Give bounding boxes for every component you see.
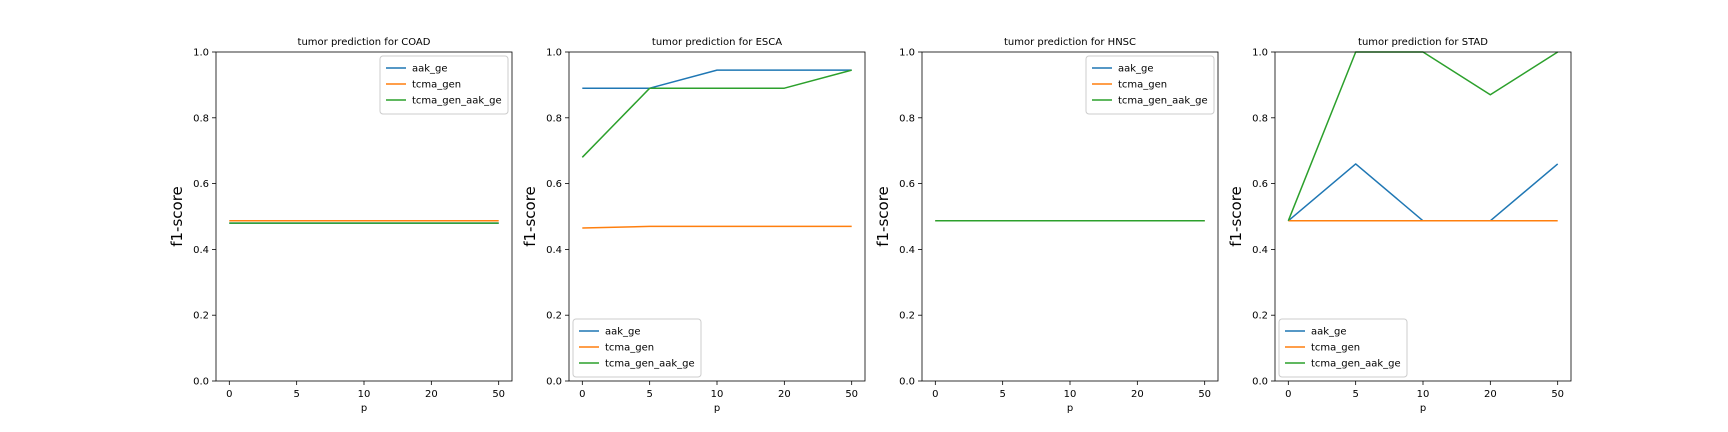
chart-title: tumor prediction for COAD [298, 37, 431, 48]
y-tick-label: 0.8 [1252, 113, 1268, 124]
y-tick-label: 0.2 [1252, 311, 1268, 322]
y-tick-label: 0.0 [546, 377, 562, 388]
plot-frame [568, 51, 866, 382]
legend-box [1085, 55, 1215, 115]
legend-label: tcma_gen [1118, 80, 1167, 91]
legend-label: tcma_gen [605, 343, 654, 354]
x-tick-label: 10 [1417, 389, 1430, 400]
legend-label: aak_ge [1311, 327, 1347, 338]
legend-label: aak_ge [412, 64, 448, 75]
legend: aak_ge tcma_gen tcma_gen_aak_ge [1278, 318, 1408, 378]
x-axis-label: p [1067, 403, 1073, 414]
legend-label: aak_ge [605, 327, 641, 338]
y-axis-label: f1-score [1227, 186, 1245, 247]
x-tick-label: 0 [226, 389, 232, 400]
x-tick-label: 10 [358, 389, 371, 400]
y-axis-label: f1-score [168, 186, 186, 247]
legend-box [379, 55, 509, 115]
x-tick-label: 50 [492, 389, 505, 400]
plot-frame [1274, 51, 1572, 382]
y-tick-label: 0.6 [193, 179, 209, 190]
series-line-tcma_gen_aak_ge [1287, 51, 1559, 222]
legend-label: tcma_gen_aak_ge [1311, 359, 1401, 370]
x-tick-label: 50 [845, 389, 858, 400]
x-tick-label: 50 [1551, 389, 1564, 400]
y-tick-label: 0.2 [193, 311, 209, 322]
x-axis-label: p [361, 403, 367, 414]
chart-panel-3: tumor prediction for STAD 0.0 0.2 0.4 0.6 0.8… [1227, 37, 1572, 414]
x-tick-label: 20 [425, 389, 438, 400]
x-tick-label: 5 [999, 389, 1005, 400]
y-tick-label: 0.6 [546, 179, 562, 190]
x-tick-label: 10 [711, 389, 724, 400]
y-tick-label: 1.0 [193, 48, 209, 59]
y-tick-label: 1.0 [546, 48, 562, 59]
y-axis-label: f1-score [874, 186, 892, 247]
chart-panel-2: tumor prediction for HNSC 0.0 0.2 0.4 0.6 0.8… [874, 37, 1219, 414]
series-line-tcma_gen_aak_ge [581, 69, 852, 158]
plot-frame [921, 51, 1219, 382]
x-tick-label: 0 [579, 389, 585, 400]
chart-panel-1: tumor prediction for ESCA 0.0 0.2 0.4 0.6 0.8… [521, 37, 866, 414]
legend: aak_ge tcma_gen tcma_gen_aak_ge [1085, 55, 1215, 115]
legend-box [1278, 318, 1408, 378]
series-line-tcma_gen [582, 225, 852, 229]
y-tick-label: 0.4 [899, 245, 915, 256]
x-axis-label: p [1420, 403, 1426, 414]
x-tick-label: 20 [778, 389, 791, 400]
y-tick-label: 1.0 [899, 48, 915, 59]
x-tick-label: 50 [1198, 389, 1211, 400]
legend-label: tcma_gen_aak_ge [605, 359, 695, 370]
y-tick-label: 0.2 [546, 311, 562, 322]
y-tick-label: 0.2 [899, 311, 915, 322]
legend: aak_ge tcma_gen tcma_gen_aak_ge [379, 55, 509, 115]
x-tick-label: 0 [932, 389, 938, 400]
y-tick-label: 0.0 [1252, 377, 1268, 388]
chart-panel-0: tumor prediction for COAD 0.0 0.2 0.4 0.6 0.8… [168, 37, 513, 414]
x-tick-label: 5 [293, 389, 299, 400]
x-tick-label: 5 [1352, 389, 1358, 400]
y-tick-label: 0.8 [193, 113, 209, 124]
series-line-aak_ge [582, 69, 852, 89]
series-line-aak_ge [1287, 163, 1559, 222]
x-tick-label: 5 [646, 389, 652, 400]
legend-label: tcma_gen_aak_ge [1118, 96, 1208, 107]
legend-label: tcma_gen_aak_ge [412, 96, 502, 107]
legend-box [572, 318, 702, 378]
plot-frame [215, 51, 513, 382]
legend: aak_ge tcma_gen tcma_gen_aak_ge [572, 318, 702, 378]
x-tick-label: 20 [1484, 389, 1497, 400]
legend-label: tcma_gen [1311, 343, 1360, 354]
chart-title: tumor prediction for HNSC [1004, 37, 1136, 48]
y-tick-label: 0.8 [546, 113, 562, 124]
legend-label: aak_ge [1118, 64, 1154, 75]
y-tick-label: 0.0 [193, 377, 209, 388]
x-axis-label: p [714, 403, 720, 414]
y-tick-label: 0.6 [1252, 179, 1268, 190]
y-tick-label: 0.4 [193, 245, 209, 256]
y-tick-label: 0.6 [899, 179, 915, 190]
x-tick-label: 20 [1131, 389, 1144, 400]
y-tick-label: 0.4 [1252, 245, 1268, 256]
x-tick-label: 10 [1064, 389, 1077, 400]
x-tick-label: 0 [1285, 389, 1291, 400]
y-axis-label: f1-score [521, 186, 539, 247]
y-tick-label: 0.8 [899, 113, 915, 124]
y-tick-label: 0.4 [546, 245, 562, 256]
y-tick-label: 0.0 [899, 377, 915, 388]
y-tick-label: 1.0 [1252, 48, 1268, 59]
chart-title: tumor prediction for ESCA [652, 37, 782, 48]
legend-label: tcma_gen [412, 80, 461, 91]
chart-title: tumor prediction for STAD [1358, 37, 1488, 48]
